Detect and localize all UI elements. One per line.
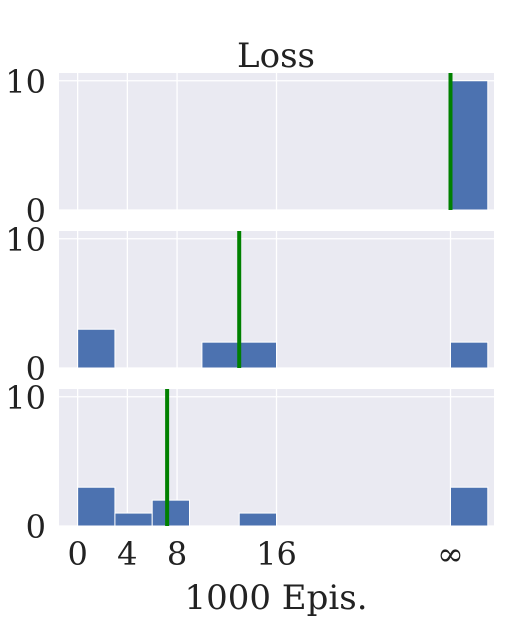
y-tick-label: 0 xyxy=(26,192,46,230)
panel-2: 0 10 xyxy=(5,221,494,388)
x-tick-label: 8 xyxy=(167,535,187,573)
histogram-bar xyxy=(114,512,153,527)
x-axis-label: 1000 Epis. xyxy=(184,578,367,618)
histogram-bar xyxy=(77,328,116,369)
x-tick-label: 16 xyxy=(256,535,297,573)
panel-1: 0 10 xyxy=(5,63,494,230)
histogram-bar xyxy=(450,341,489,369)
histogram-bar xyxy=(450,486,489,527)
x-axis-ticks: 0 4 8 16 ∞ xyxy=(67,535,463,573)
histogram-bar xyxy=(201,341,240,369)
histogram-bar xyxy=(77,486,116,527)
y-tick-label: 10 xyxy=(5,221,46,259)
y-tick-label: 0 xyxy=(26,350,46,388)
panel-3: 0 10 xyxy=(5,379,494,546)
histogram-bar xyxy=(151,499,190,527)
y-tick-label: 0 xyxy=(26,508,46,546)
x-tick-label: 0 xyxy=(67,535,87,573)
histogram-bar xyxy=(238,341,277,369)
y-tick-label: 10 xyxy=(5,63,46,101)
x-tick-label: 4 xyxy=(117,535,137,573)
histogram-bar xyxy=(450,80,489,211)
x-tick-label: ∞ xyxy=(437,535,464,573)
y-tick-label: 10 xyxy=(5,379,46,417)
histogram-bar xyxy=(238,512,277,527)
chart-title: Loss xyxy=(237,36,315,76)
